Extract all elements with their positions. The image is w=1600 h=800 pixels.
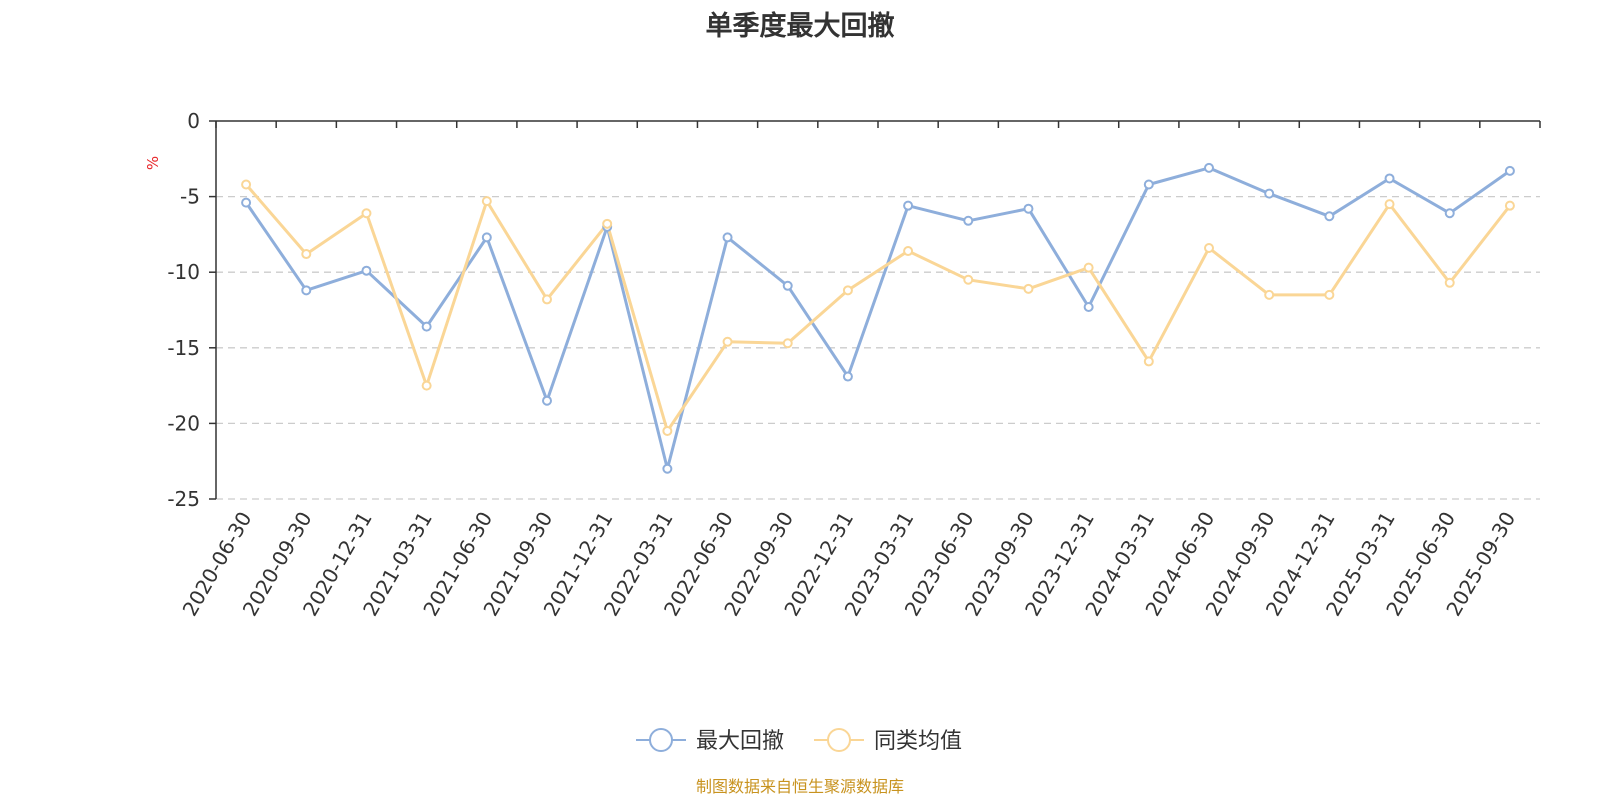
- data-point-series-1[interactable]: [1023, 283, 1034, 294]
- data-point-series-0[interactable]: [842, 371, 853, 382]
- data-point-series-1[interactable]: [1143, 356, 1154, 367]
- y-tick-label: -25: [167, 487, 200, 511]
- data-point-series-1[interactable]: [662, 425, 673, 436]
- data-point-series-1[interactable]: [722, 336, 733, 347]
- data-point-series-1[interactable]: [241, 179, 252, 190]
- y-tick-label: -20: [167, 411, 200, 435]
- legend[interactable]: 最大回撤 同类均值: [636, 728, 962, 754]
- y-tick-label: -10: [167, 260, 200, 284]
- data-point-series-1[interactable]: [1384, 199, 1395, 210]
- data-point-series-1[interactable]: [1264, 289, 1275, 300]
- data-point-series-0[interactable]: [1504, 165, 1515, 176]
- data-point-series-1[interactable]: [481, 196, 492, 207]
- data-point-series-1[interactable]: [782, 338, 793, 349]
- data-point-series-0[interactable]: [1143, 179, 1154, 190]
- data-point-series-1[interactable]: [1324, 289, 1335, 300]
- data-point-series-0[interactable]: [1083, 301, 1094, 312]
- data-point-series-0[interactable]: [662, 463, 673, 474]
- y-tick-label: -15: [167, 336, 200, 360]
- series-line-0: [244, 166, 1511, 471]
- data-point-series-0[interactable]: [301, 285, 312, 296]
- legend-label-0: 最大回撤: [696, 729, 784, 754]
- legend-marker-1: [827, 728, 851, 752]
- source-note: 制图数据来自恒生聚源数据库: [696, 777, 904, 796]
- data-point-series-0[interactable]: [481, 232, 492, 243]
- legend-marker-0: [649, 728, 673, 752]
- series-line-1: [244, 183, 1512, 433]
- data-point-series-1[interactable]: [1444, 277, 1455, 288]
- legend-item-1[interactable]: 同类均值: [814, 728, 962, 754]
- data-point-series-1[interactable]: [1083, 262, 1094, 273]
- data-point-series-0[interactable]: [782, 280, 793, 291]
- series-points: [241, 162, 1515, 474]
- data-point-series-0[interactable]: [1204, 162, 1214, 173]
- chart-title: 单季度最大回撤: [705, 11, 895, 42]
- y-axis-label: %: [144, 156, 162, 170]
- data-point-series-1[interactable]: [842, 285, 853, 296]
- data-point-series-0[interactable]: [963, 215, 974, 226]
- data-point-series-1[interactable]: [301, 249, 312, 260]
- data-point-series-0[interactable]: [903, 200, 914, 211]
- data-point-series-0[interactable]: [361, 265, 372, 276]
- data-point-series-0[interactable]: [722, 232, 733, 243]
- data-point-series-0[interactable]: [1384, 173, 1395, 184]
- data-point-series-0[interactable]: [1444, 208, 1455, 219]
- data-point-series-1[interactable]: [1504, 200, 1515, 211]
- data-point-series-1[interactable]: [963, 274, 974, 285]
- y-tick-label: 0: [187, 109, 200, 133]
- legend-label-1: 同类均值: [874, 729, 962, 754]
- y-tick-label: -5: [180, 185, 200, 209]
- data-point-series-0[interactable]: [1023, 203, 1034, 214]
- data-point-series-0[interactable]: [241, 197, 252, 208]
- data-point-series-1[interactable]: [903, 246, 914, 257]
- data-point-series-1[interactable]: [421, 380, 432, 391]
- data-point-series-1[interactable]: [602, 218, 613, 229]
- data-point-series-1[interactable]: [1204, 243, 1214, 254]
- data-point-series-0[interactable]: [1324, 211, 1335, 222]
- data-point-series-1[interactable]: [361, 208, 372, 219]
- data-point-series-0[interactable]: [421, 321, 432, 332]
- legend-item-0[interactable]: 最大回撤: [636, 728, 784, 754]
- series-lines: [244, 166, 1512, 471]
- data-point-series-1[interactable]: [542, 294, 552, 305]
- data-point-series-0[interactable]: [1264, 188, 1275, 199]
- data-point-series-0[interactable]: [542, 395, 552, 406]
